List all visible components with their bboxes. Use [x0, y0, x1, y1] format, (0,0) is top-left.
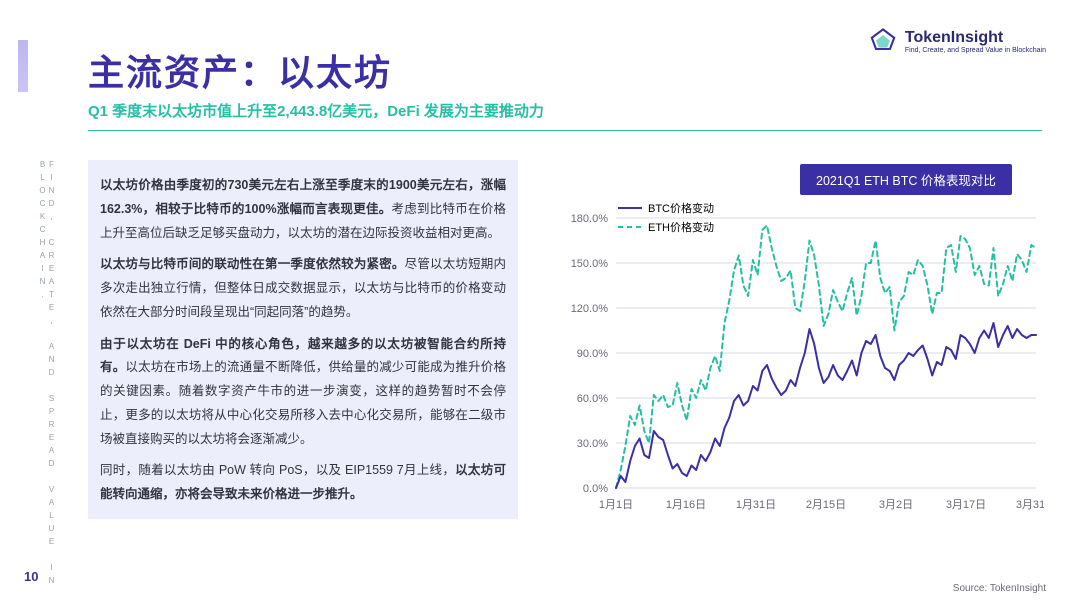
logo-name: TokenInsight [905, 29, 1046, 47]
para-2: 以太坊与比特币间的联动性在第一季度依然较为紧密。尽管以太坊短期内多次走出独立行情… [100, 253, 506, 324]
para-4: 同时，随着以太坊由 PoW 转向 PoS，以及 EIP1559 7月上线，以太坊… [100, 459, 506, 507]
svg-text:150.0%: 150.0% [571, 258, 609, 270]
source-label: Source: TokenInsight [953, 583, 1046, 594]
svg-text:3月17日: 3月17日 [946, 499, 986, 511]
svg-text:3月2日: 3月2日 [879, 499, 913, 511]
body-text-box: 以太坊价格由季度初的730美元左右上涨至季度末的1900美元左右，涨幅162.3… [88, 160, 518, 519]
brand-logo: TokenInsight Find, Create, and Spread Va… [869, 28, 1046, 56]
svg-text:90.0%: 90.0% [577, 348, 608, 360]
chart-svg: 0.0% 30.0% 60.0% 90.0% 120.0% 150.0% 180.0% 1月1… [560, 198, 1044, 530]
logo-tagline: Find, Create, and Spread Value in Blockc… [905, 47, 1046, 55]
svg-text:0.0%: 0.0% [583, 483, 608, 495]
divider [88, 130, 1042, 131]
page-subtitle: Q1 季度末以太坊市值上升至2,443.8亿美元，DeFi 发展为主要推动力 [88, 100, 544, 121]
para-1: 以太坊价格由季度初的730美元左右上涨至季度末的1900美元左右，涨幅162.3… [100, 174, 506, 245]
svg-text:1月31日: 1月31日 [736, 499, 776, 511]
svg-text:2月15日: 2月15日 [806, 499, 846, 511]
accent-block [18, 40, 28, 92]
svg-text:1月1日: 1月1日 [599, 499, 633, 511]
logo-text: TokenInsight Find, Create, and Spread Va… [905, 29, 1046, 54]
side-tagline: FIND, CREATE, AND SPREAD VALUE IN BLOCKC… [38, 160, 56, 608]
chart-title: 2021Q1 ETH BTC 价格表现对比 [800, 164, 1012, 195]
page-number: 10 [24, 569, 38, 584]
para-3: 由于以太坊在 DeFi 中的核心角色，越来越多的以太坊被智能合约所持有。以太坊在… [100, 333, 506, 452]
logo-icon [869, 28, 897, 56]
svg-text:60.0%: 60.0% [577, 393, 608, 405]
svg-text:1月16日: 1月16日 [666, 499, 706, 511]
page-title: 主流资产：以太坊 [88, 44, 392, 96]
svg-text:120.0%: 120.0% [571, 303, 609, 315]
svg-text:30.0%: 30.0% [577, 438, 608, 450]
svg-text:180.0%: 180.0% [571, 213, 609, 225]
price-chart: 2021Q1 ETH BTC 价格表现对比 BTC价格变动 ETH价格变动 0.… [560, 160, 1044, 550]
svg-text:3月31日: 3月31日 [1016, 499, 1044, 511]
slide: FIND, CREATE, AND SPREAD VALUE IN BLOCKC… [0, 0, 1080, 608]
